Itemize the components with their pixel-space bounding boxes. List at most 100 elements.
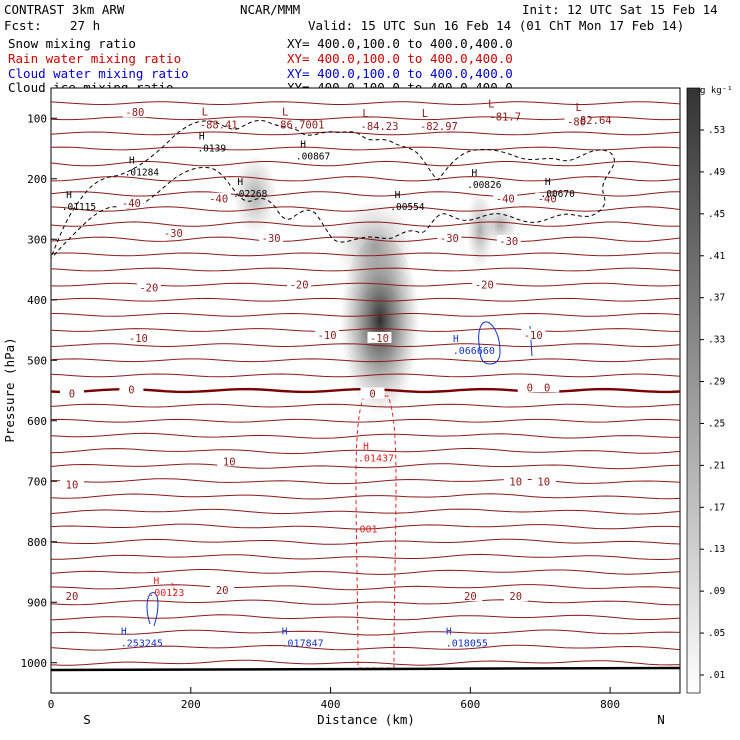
temperature-contour: [51, 538, 680, 545]
ice-max-marker: H: [300, 139, 306, 150]
x-tick-label: 800: [600, 698, 620, 711]
rain-max-marker: H: [153, 576, 159, 587]
colorbar-tick-label: .41: [708, 251, 725, 262]
x-tick-label: 400: [321, 698, 341, 711]
temperature-contour: [51, 644, 680, 651]
colorbar-tick-label: .37: [708, 293, 725, 304]
cloud-water-max-value: .066660: [453, 346, 495, 357]
colorbar-tick-label: .49: [708, 167, 725, 178]
temperature-label: -20: [475, 280, 494, 292]
temp-label-bg: [517, 381, 542, 393]
colorbar-tick-label: .09: [708, 586, 725, 597]
temperature-label: 10: [66, 479, 79, 491]
low-marker: L: [202, 106, 208, 118]
low-marker: L: [575, 102, 581, 114]
temperature-label: 10: [537, 476, 550, 488]
temp-label-bg: [119, 196, 144, 208]
cloud-water-max-value: .018055: [446, 638, 488, 649]
cloud-ice-contour: [51, 119, 615, 259]
temp-label-bg: [521, 328, 546, 340]
temperature-label: 0: [544, 382, 550, 394]
temp-label-bg: [535, 381, 560, 393]
temp-label-bg: [315, 328, 340, 340]
temperature-contour: [51, 358, 680, 363]
y-tick-label: 400: [27, 294, 47, 307]
temperature-label: 0: [527, 382, 533, 394]
y-tick-label: 100: [27, 112, 47, 125]
x-tick-label: 600: [460, 698, 480, 711]
ice-max-marker: H: [237, 177, 243, 188]
temperature-contour: [51, 236, 680, 242]
temp-label-bg: [564, 115, 589, 127]
temperature-label: 0: [128, 384, 134, 396]
ice-max-marker: H: [199, 132, 205, 143]
temperature-contour: [51, 432, 680, 439]
x-axis-north: N: [657, 712, 665, 727]
legend-rain-label: Rain water mixing ratio: [8, 51, 182, 66]
temperature-contour: [51, 191, 680, 197]
low-marker: L: [488, 98, 494, 110]
temperature-contour: [51, 328, 680, 332]
temp-label-bg: [122, 106, 147, 118]
temperature-contour: [51, 629, 680, 636]
colorbar-tick-label: .29: [708, 377, 725, 388]
temperature-label: -10: [370, 333, 389, 345]
colorbar-tick-label: .45: [708, 209, 725, 220]
temperature-contour: [51, 312, 680, 317]
cloud-water-max-marker: H: [446, 626, 452, 637]
temp-label-bg: [59, 590, 84, 602]
ice-max-value: .00554: [390, 202, 425, 213]
temperature-label: -40: [538, 194, 557, 206]
temperature-contour: [51, 584, 680, 591]
temperature-contour: [51, 508, 680, 515]
colorbar-tick-label: .01: [708, 670, 725, 681]
temperature-contour: [51, 267, 680, 272]
legend-snow-xy: XY= 400.0,100.0 to 400.0,400.0: [287, 36, 513, 51]
temperature-label: -40: [122, 198, 141, 210]
rain-max-value: .01437: [358, 453, 394, 464]
temperature-label: 0: [369, 389, 375, 401]
low-marker: L: [422, 108, 428, 120]
temp-label-bg: [437, 232, 462, 244]
temp-label-bg: [503, 590, 528, 602]
snow-patch-west: [233, 155, 277, 235]
temp-label-bg: [360, 387, 385, 399]
rain-max-value: .00123: [148, 588, 184, 599]
legend-cloudwater-xy: XY= 400.0,100.0 to 400.0,400.0: [287, 66, 513, 81]
cloud-water-max-value: .017847: [282, 638, 324, 649]
y-axis-title: Pressure (hPa): [2, 337, 17, 442]
ice-max-value: .00867: [296, 151, 330, 162]
min-temperature-label: -82.97: [420, 121, 458, 133]
x-tick-label: 0: [48, 698, 55, 711]
temperature-label: -30: [499, 236, 518, 248]
temperature-label: -20: [139, 283, 158, 295]
ice-max-marker: H: [545, 177, 551, 188]
rain-max-marker: H: [363, 441, 369, 452]
temp-label-bg: [59, 478, 84, 490]
temp-label-bg: [458, 590, 483, 602]
min-temperature-label: -81.7: [489, 111, 521, 123]
cloud-water-contour-mid: [478, 321, 501, 365]
temperature-contour: [51, 493, 680, 500]
colorbar-tick-label: .05: [708, 628, 725, 639]
temperature-contour: [51, 131, 680, 136]
min-temperature-label: -86.7001: [274, 119, 325, 131]
temperature-label: -20: [290, 280, 309, 292]
rain-max-value: .001: [353, 525, 377, 536]
ice-max-marker: H: [395, 190, 401, 201]
temp-label-bg: [161, 227, 186, 239]
forecast-hour: 27 h: [70, 18, 101, 33]
temp-label-bg: [287, 278, 312, 290]
temperature-contour: [51, 569, 680, 575]
temperature-contour: [51, 160, 680, 167]
temp-label-bg: [531, 475, 556, 487]
ice-max-marker: H: [129, 156, 135, 167]
temp-label-bg: [126, 331, 151, 343]
temp-label-bg: [217, 455, 242, 467]
ice-max-value: .00670: [541, 189, 576, 200]
temperature-label: 20: [66, 591, 79, 603]
y-tick-label: 600: [27, 415, 47, 428]
temperature-contour: [51, 343, 680, 348]
cloud-water-max-marker: H: [121, 626, 127, 637]
